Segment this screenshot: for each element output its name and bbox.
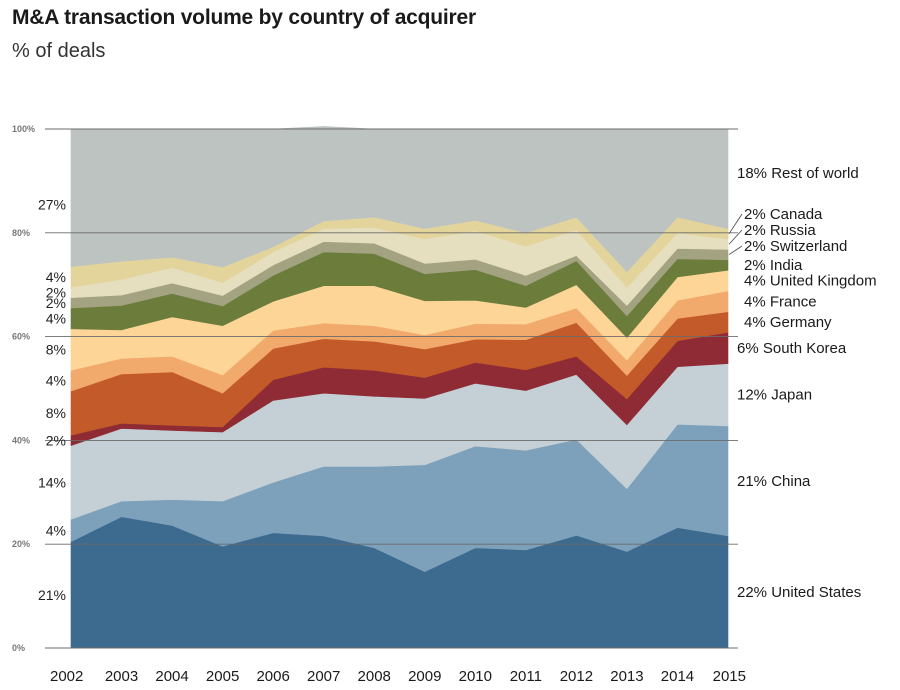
leader-line-canada (728, 213, 743, 235)
x-tick-label: 2005 (206, 668, 239, 685)
start-label-france: 4% (46, 373, 66, 389)
end-label-china: 21% China (737, 473, 811, 490)
y-tick-label: 20% (12, 539, 30, 549)
start-label-switzerland: 2% (46, 295, 66, 311)
y-axis-ticks: 0% 20% 40% 60% 80% 100% (12, 124, 35, 653)
end-label-japan: 12% Japan (737, 387, 812, 404)
start-label-rest-of-world: 27% (38, 196, 66, 212)
gridlines (45, 128, 738, 649)
start-label-germany: 8% (46, 405, 66, 421)
start-label-china: 4% (46, 522, 66, 538)
y-tick-label: 100% (12, 124, 35, 134)
x-tick-label: 2012 (560, 668, 593, 685)
x-tick-label: 2013 (610, 668, 643, 685)
x-tick-label: 2015 (713, 668, 746, 685)
leader-line-russia (728, 229, 743, 245)
end-value-labels: 22% United States 21% China 12% Japan 6% So… (728, 165, 877, 601)
start-label-russia: 2% (46, 284, 66, 300)
x-tick-label: 2009 (408, 668, 441, 685)
area-layers (70, 126, 729, 649)
end-label-rest-of-world: 18% Rest of world (737, 165, 859, 182)
y-tick-label: 60% (12, 332, 30, 342)
chart-title: M&A transaction volume by country of acq… (12, 6, 476, 29)
x-tick-label: 2003 (105, 668, 138, 685)
x-axis-ticks: 2002 2003 2004 2005 2006 2007 2008 2009 2010 2011… (50, 668, 746, 685)
end-label-united-states: 22% United States (737, 584, 861, 601)
x-tick-label: 2008 (358, 668, 391, 685)
x-tick-label: 2007 (307, 668, 340, 685)
y-tick-label: 40% (12, 435, 30, 445)
start-label-japan: 14% (38, 474, 66, 490)
x-tick-label: 2006 (256, 668, 289, 685)
end-label-russia: 2% Russia (744, 222, 816, 239)
start-label-south-korea: 2% (46, 432, 66, 448)
x-tick-label: 2010 (459, 668, 492, 685)
x-tick-label: 2002 (50, 668, 83, 685)
end-label-switzerland: 2% Switzerland (744, 238, 847, 255)
area-rest-of-world (70, 126, 729, 273)
end-label-united-kingdom: 4% United Kingdom (744, 273, 877, 290)
end-label-india: 2% India (744, 257, 803, 274)
leader-line-switzerland (728, 245, 743, 255)
end-label-france: 4% France (744, 293, 817, 310)
y-tick-label: 0% (12, 643, 25, 653)
start-label-canada: 4% (46, 269, 66, 285)
end-label-canada: 2% Canada (744, 206, 823, 223)
start-label-india: 4% (46, 310, 66, 326)
end-label-germany: 4% Germany (744, 314, 832, 331)
y-tick-label: 80% (12, 228, 30, 238)
x-tick-label: 2014 (661, 668, 694, 685)
x-tick-label: 2004 (155, 668, 188, 685)
start-label-united-kingdom: 8% (46, 342, 66, 358)
chart-subtitle: % of deals (12, 40, 106, 62)
x-tick-label: 2011 (510, 668, 542, 685)
start-label-united-states: 21% (38, 587, 66, 603)
start-value-labels: 21%4%14%2%8%4%8%4%2%2%4%27% (38, 196, 66, 603)
end-label-south-korea: 6% South Korea (737, 340, 847, 357)
